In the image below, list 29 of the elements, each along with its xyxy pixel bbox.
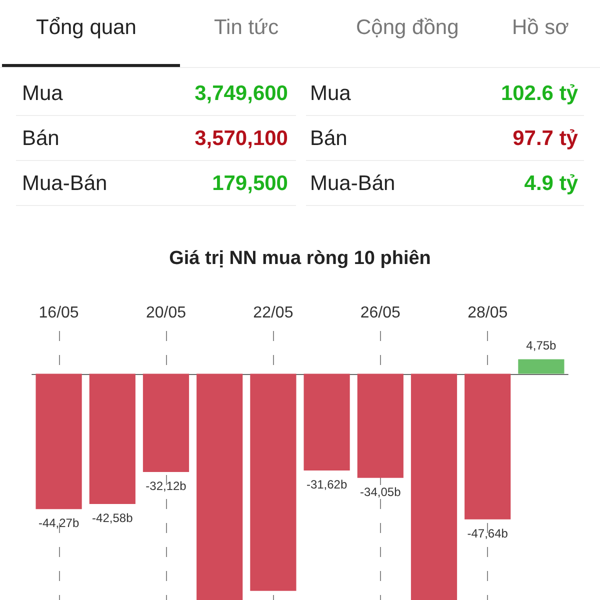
text: Tổng quan bbox=[36, 16, 136, 40]
text: 3,570,100 bbox=[194, 127, 288, 151]
data-label: 4,75b bbox=[526, 338, 557, 352]
text: 3,749,600 bbox=[194, 82, 288, 106]
text: Cộng đồng bbox=[356, 16, 459, 40]
x-tick-label: 16/05 bbox=[38, 304, 79, 322]
chart-title: Giá trị NN mua ròng 10 phiên bbox=[169, 248, 431, 269]
data-label: -31,62b bbox=[306, 477, 348, 492]
data-label: -34,05b bbox=[360, 484, 402, 499]
text: 97.7 tỷ bbox=[512, 127, 578, 151]
text: Bán bbox=[310, 127, 348, 151]
x-tick-label: 20/05 bbox=[146, 304, 186, 322]
text: 179,500 bbox=[212, 172, 288, 196]
text: 4.9 tỷ bbox=[524, 172, 578, 196]
text: Mua bbox=[310, 82, 351, 106]
data-label: -47,64b bbox=[467, 526, 508, 540]
x-tick-label: 22/05 bbox=[253, 304, 294, 322]
data-label: -44,27b bbox=[38, 516, 80, 530]
text: 102.6 tỷ bbox=[500, 82, 578, 106]
text: Hồ sơ bbox=[512, 16, 569, 40]
data-label: -42,58b bbox=[92, 510, 134, 525]
text: Mua bbox=[22, 82, 63, 106]
text: Mua-Bán bbox=[310, 172, 396, 196]
x-tick-label: 28/05 bbox=[468, 304, 508, 322]
text: Tin tức bbox=[214, 16, 279, 40]
x-tick-label: 26/05 bbox=[360, 304, 401, 322]
text: Mua-Bán bbox=[22, 172, 108, 196]
text: Bán bbox=[22, 127, 60, 151]
data-label: -32,12b bbox=[146, 478, 187, 493]
